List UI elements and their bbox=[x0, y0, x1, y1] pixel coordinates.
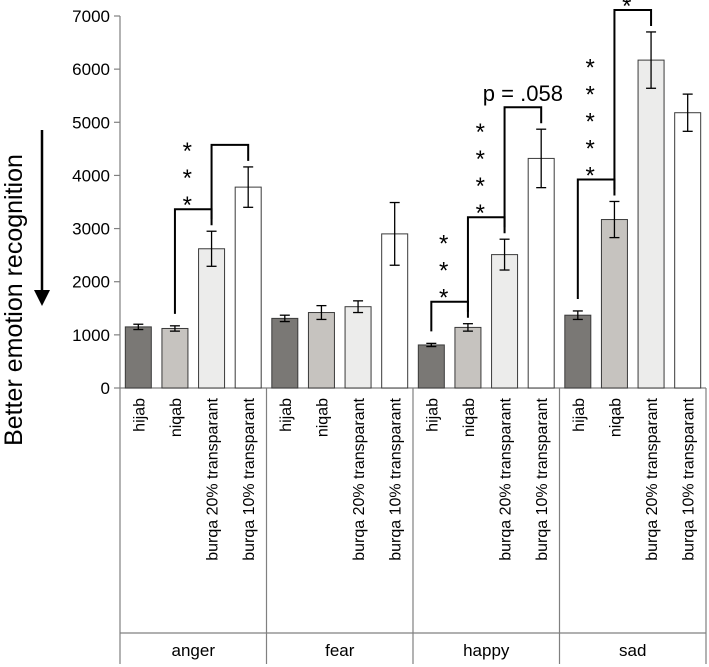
significance-star: * bbox=[585, 108, 594, 135]
y-tick-label: 5000 bbox=[72, 113, 110, 132]
category-label: hijab bbox=[424, 398, 441, 432]
y-tick-label: 0 bbox=[101, 379, 110, 398]
category-label: niqab bbox=[461, 398, 478, 437]
y-tick-label: 4000 bbox=[72, 166, 110, 185]
y-tick-label: 1000 bbox=[72, 326, 110, 345]
significance-star: * bbox=[439, 285, 448, 312]
significance-star: * bbox=[476, 173, 485, 200]
significance-star: * bbox=[585, 162, 594, 189]
significance-bracket bbox=[430, 300, 469, 332]
y-axis-label: Better emotion recognition bbox=[0, 154, 28, 446]
group-label: fear bbox=[325, 641, 355, 660]
bar bbox=[124, 326, 152, 389]
group-label: happy bbox=[463, 641, 510, 660]
category-label: burqa 20% transparant bbox=[351, 397, 368, 560]
significance-star: * bbox=[585, 135, 594, 162]
category-label: hijab bbox=[571, 398, 588, 432]
category-label: burqa 10% transparant bbox=[241, 397, 258, 560]
significance-bracket bbox=[613, 8, 653, 190]
bar bbox=[198, 248, 226, 389]
bar bbox=[417, 344, 445, 389]
category-label: burqa 10% transparant bbox=[534, 397, 551, 560]
bar bbox=[271, 317, 299, 389]
significance-star: * bbox=[622, 0, 631, 20]
bar bbox=[674, 112, 702, 389]
significance-bracket bbox=[210, 143, 250, 220]
significance-star: * bbox=[476, 146, 485, 173]
significance-star: * bbox=[183, 192, 192, 219]
bar bbox=[307, 312, 335, 389]
significance-layer: **********p = .058********* bbox=[173, 0, 653, 332]
category-label: hijab bbox=[278, 398, 295, 432]
bar bbox=[161, 327, 189, 389]
significance-star: * bbox=[439, 258, 448, 285]
category-label: niqab bbox=[168, 398, 185, 437]
significance-star: * bbox=[439, 231, 448, 258]
category-label: hijab bbox=[131, 398, 148, 432]
labels-layer: hijab niqab burqa 20% transparant burqa 10%… bbox=[131, 397, 697, 660]
better-direction-arrow-icon bbox=[34, 130, 50, 306]
category-label: burqa 20% transparant bbox=[644, 397, 661, 560]
category-label: burqa 20% transparant bbox=[205, 397, 222, 560]
significance-star: * bbox=[183, 138, 192, 165]
y-tick-label: 2000 bbox=[72, 273, 110, 292]
significance-star: * bbox=[585, 54, 594, 81]
bar bbox=[600, 219, 628, 389]
y-tick-label: 6000 bbox=[72, 60, 110, 79]
category-label: burqa 10% transparant bbox=[681, 397, 698, 560]
significance-star: * bbox=[476, 119, 485, 146]
category-label: burqa 10% transparant bbox=[388, 397, 405, 560]
bar bbox=[564, 314, 592, 389]
significance-p-value: p = .058 bbox=[483, 81, 563, 106]
category-label: burqa 20% transparant bbox=[498, 397, 515, 560]
significance-star: * bbox=[183, 165, 192, 192]
bar bbox=[637, 59, 665, 389]
category-label: niqab bbox=[314, 398, 331, 437]
y-tick-label: 3000 bbox=[72, 220, 110, 239]
significance-star: * bbox=[476, 200, 485, 227]
significance-star: * bbox=[585, 81, 594, 108]
group-label: anger bbox=[172, 641, 216, 660]
bar bbox=[344, 306, 372, 389]
bars-layer bbox=[124, 31, 702, 389]
bar bbox=[527, 157, 555, 389]
group-label: sad bbox=[619, 641, 646, 660]
bar bbox=[234, 186, 262, 389]
significance-bracket bbox=[503, 106, 543, 228]
bar bbox=[454, 326, 482, 389]
bar bbox=[491, 254, 519, 389]
category-label: niqab bbox=[607, 398, 624, 437]
y-tick-label: 7000 bbox=[72, 7, 110, 26]
